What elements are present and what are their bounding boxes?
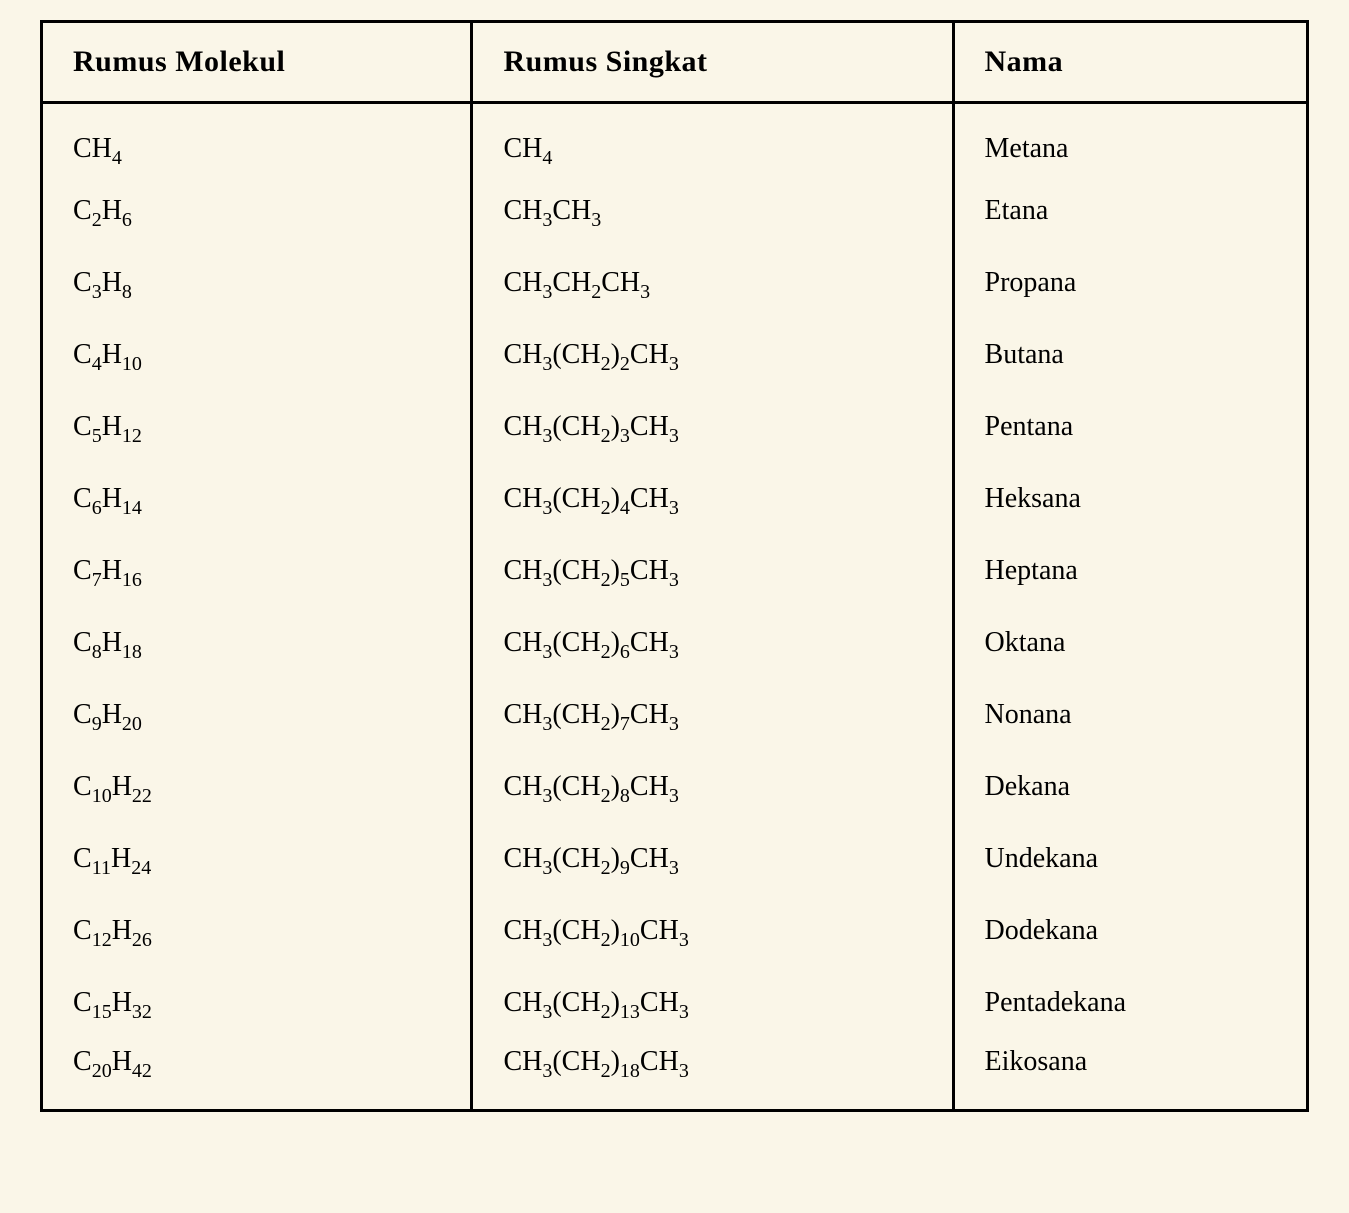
cell-molecular: C8H18 [42,607,472,679]
cell-condensed: CH3(CH2)3CH3 [472,391,953,463]
table-row: C12H26CH3(CH2)10CH3Dodekana [42,895,1308,967]
cell-name: Oktana [953,607,1307,679]
table-row: C5H12CH3(CH2)3CH3Pentana [42,391,1308,463]
cell-condensed: CH4 [472,103,953,175]
table-row: C11H24CH3(CH2)9CH3Undekana [42,823,1308,895]
header-row: Rumus Molekul Rumus Singkat Nama [42,22,1308,103]
cell-name: Butana [953,319,1307,391]
cell-condensed: CH3(CH2)8CH3 [472,751,953,823]
cell-molecular: C3H8 [42,247,472,319]
table-row: C7H16CH3(CH2)5CH3Heptana [42,535,1308,607]
cell-name: Undekana [953,823,1307,895]
cell-condensed: CH3(CH2)6CH3 [472,607,953,679]
cell-condensed: CH3CH2CH3 [472,247,953,319]
cell-name: Pentadekana [953,967,1307,1039]
table-row: C4H10CH3(CH2)2CH3Butana [42,319,1308,391]
cell-name: Propana [953,247,1307,319]
cell-molecular: C2H6 [42,175,472,247]
cell-condensed: CH3CH3 [472,175,953,247]
cell-name: Eikosana [953,1039,1307,1111]
alkane-table: Rumus Molekul Rumus Singkat Nama CH4CH4M… [40,20,1309,1112]
cell-molecular: C7H16 [42,535,472,607]
col-header-condensed: Rumus Singkat [472,22,953,103]
cell-molecular: C10H22 [42,751,472,823]
cell-molecular: CH4 [42,103,472,175]
table-body: CH4CH4MetanaC2H6CH3CH3EtanaC3H8CH3CH2CH3… [42,103,1308,1111]
cell-condensed: CH3(CH2)2CH3 [472,319,953,391]
table-row: C2H6CH3CH3Etana [42,175,1308,247]
cell-molecular: C15H32 [42,967,472,1039]
cell-name: Dekana [953,751,1307,823]
cell-name: Etana [953,175,1307,247]
table-row: C3H8CH3CH2CH3Propana [42,247,1308,319]
cell-condensed: CH3(CH2)5CH3 [472,535,953,607]
cell-name: Heptana [953,535,1307,607]
cell-condensed: CH3(CH2)4CH3 [472,463,953,535]
cell-condensed: CH3(CH2)18CH3 [472,1039,953,1111]
cell-name: Nonana [953,679,1307,751]
col-header-name: Nama [953,22,1307,103]
cell-molecular: C4H10 [42,319,472,391]
cell-name: Pentana [953,391,1307,463]
table-row: CH4CH4Metana [42,103,1308,175]
cell-molecular: C12H26 [42,895,472,967]
table-row: C6H14CH3(CH2)4CH3Heksana [42,463,1308,535]
col-header-molecular: Rumus Molekul [42,22,472,103]
cell-name: Metana [953,103,1307,175]
table-row: C15H32CH3(CH2)13CH3Pentadekana [42,967,1308,1039]
cell-condensed: CH3(CH2)7CH3 [472,679,953,751]
cell-molecular: C5H12 [42,391,472,463]
table-row: C10H22CH3(CH2)8CH3Dekana [42,751,1308,823]
cell-condensed: CH3(CH2)13CH3 [472,967,953,1039]
cell-condensed: CH3(CH2)10CH3 [472,895,953,967]
page-wrapper: Rumus Molekul Rumus Singkat Nama CH4CH4M… [0,0,1349,1142]
cell-name: Heksana [953,463,1307,535]
cell-molecular: C6H14 [42,463,472,535]
cell-name: Dodekana [953,895,1307,967]
cell-molecular: C9H20 [42,679,472,751]
table-row: C8H18CH3(CH2)6CH3Oktana [42,607,1308,679]
cell-molecular: C11H24 [42,823,472,895]
cell-molecular: C20H42 [42,1039,472,1111]
cell-condensed: CH3(CH2)9CH3 [472,823,953,895]
table-row: C9H20CH3(CH2)7CH3Nonana [42,679,1308,751]
table-row: C20H42CH3(CH2)18CH3Eikosana [42,1039,1308,1111]
